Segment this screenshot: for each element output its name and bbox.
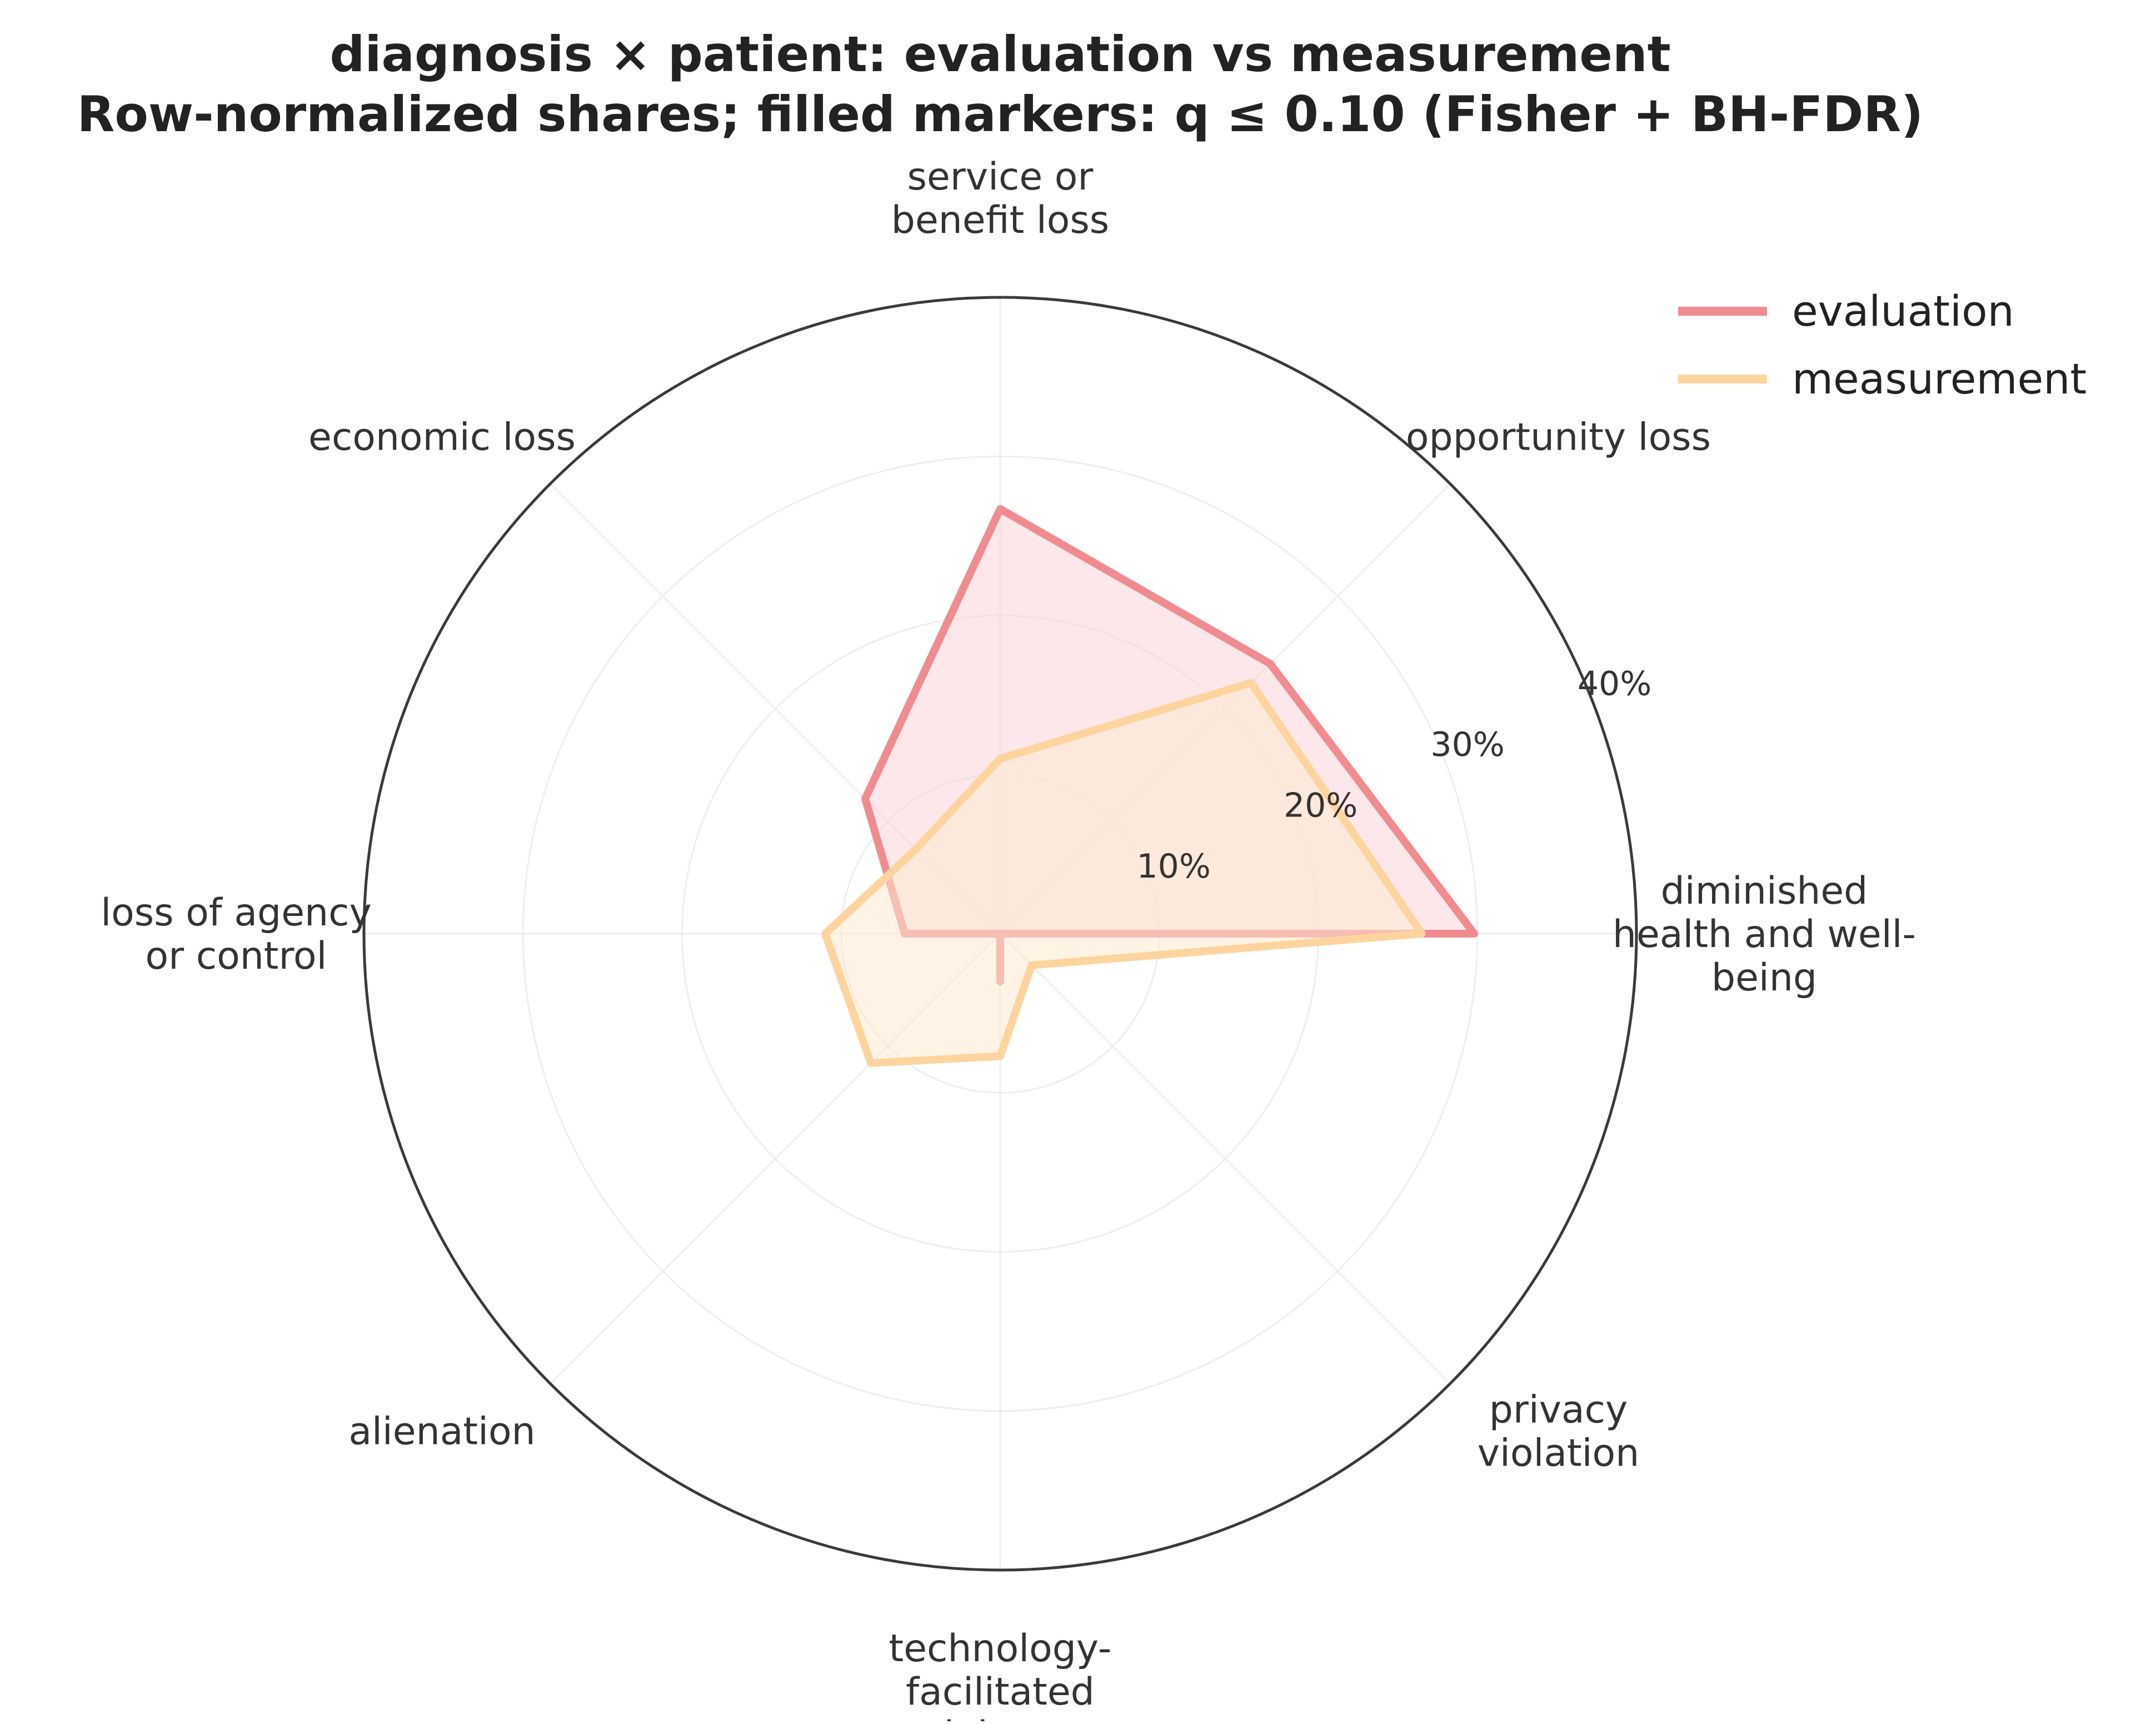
category-label-4-line-0: loss of agency [101, 891, 372, 935]
series-point-measurement-4 [825, 933, 826, 934]
series-fill-measurement [825, 682, 1422, 1063]
category-label-7: privacy violation [1478, 1388, 1640, 1475]
category-label-1: opportunity loss [1406, 416, 1711, 460]
category-label-2: service or benefit loss [891, 155, 1109, 242]
category-label-4-line-1: or control [146, 934, 327, 978]
category-label-0-line-1: health and well- [1613, 913, 1916, 956]
category-labels: diminished health and well-being opportuni… [101, 155, 1916, 1724]
category-label-6-line-1: facilitated [906, 1670, 1095, 1714]
chart-title-line-1: diagnosis × patient: evaluation vs measu… [330, 26, 1670, 83]
category-label-6: technology-facilitatedviolence [889, 1627, 1112, 1721]
series-point-evaluation-2 [1000, 509, 1001, 510]
radial-tick-label-3: 40% [1578, 664, 1651, 703]
category-label-4: loss of agency or control [101, 891, 372, 978]
category-label-2-line-0: service or [907, 155, 1094, 199]
series-point-measurement-0 [1421, 933, 1423, 934]
category-label-5-line-0: alienation [348, 1409, 535, 1453]
category-label-3-line-0: economic loss [308, 416, 576, 460]
radial-tick-labels: 10% 20% 30% 40% [1136, 664, 1651, 886]
category-label-7-line-0: privacy [1489, 1388, 1628, 1432]
radial-tick-label-1: 20% [1284, 786, 1358, 825]
category-label-1-line-0: opportunity loss [1406, 416, 1711, 460]
legend-label-measurement: measurement [1792, 354, 2087, 403]
category-label-2-line-1: benefit loss [891, 198, 1109, 242]
chart-title-line-2: Row-normalized shares; filled markers: q… [77, 86, 1924, 143]
series-point-measurement-6 [1000, 1055, 1001, 1057]
series-point-measurement-5 [870, 1063, 871, 1064]
legend: evaluation measurement [1678, 286, 2087, 403]
series-point-evaluation-3 [865, 798, 866, 799]
series-point-evaluation-0 [1474, 933, 1475, 934]
series-point-measurement-7 [1031, 965, 1032, 966]
radial-tick-label-2: 30% [1430, 725, 1504, 764]
category-label-0-line-2: being [1711, 956, 1817, 1000]
series-point-measurement-3 [915, 849, 916, 850]
grid-spoke-7 [999, 933, 1451, 1384]
category-label-5: alienation [348, 1409, 535, 1453]
category-label-3: economic loss [308, 416, 576, 460]
polar-frame [362, 296, 1638, 1572]
category-label-7-line-1: violation [1478, 1431, 1640, 1475]
series-point-evaluation-1 [1270, 663, 1271, 664]
series-point-measurement-2 [1000, 758, 1001, 759]
legend-label-evaluation: evaluation [1792, 286, 2014, 336]
chart-title: diagnosis × patient: evaluation vs measu… [77, 26, 1924, 143]
category-label-6-line-0: technology- [889, 1627, 1112, 1671]
series-point-measurement-1 [1250, 682, 1251, 684]
category-label-0: diminished health and well-being [1613, 869, 1916, 1000]
outer-circle [362, 296, 1638, 1572]
series-line-measurement [821, 679, 1426, 1067]
series-layer [821, 505, 1478, 1067]
radial-tick-label-0: 10% [1136, 847, 1210, 886]
category-label-0-line-0: diminished [1661, 869, 1868, 913]
category-label-6-line-2: violence [921, 1713, 1079, 1721]
